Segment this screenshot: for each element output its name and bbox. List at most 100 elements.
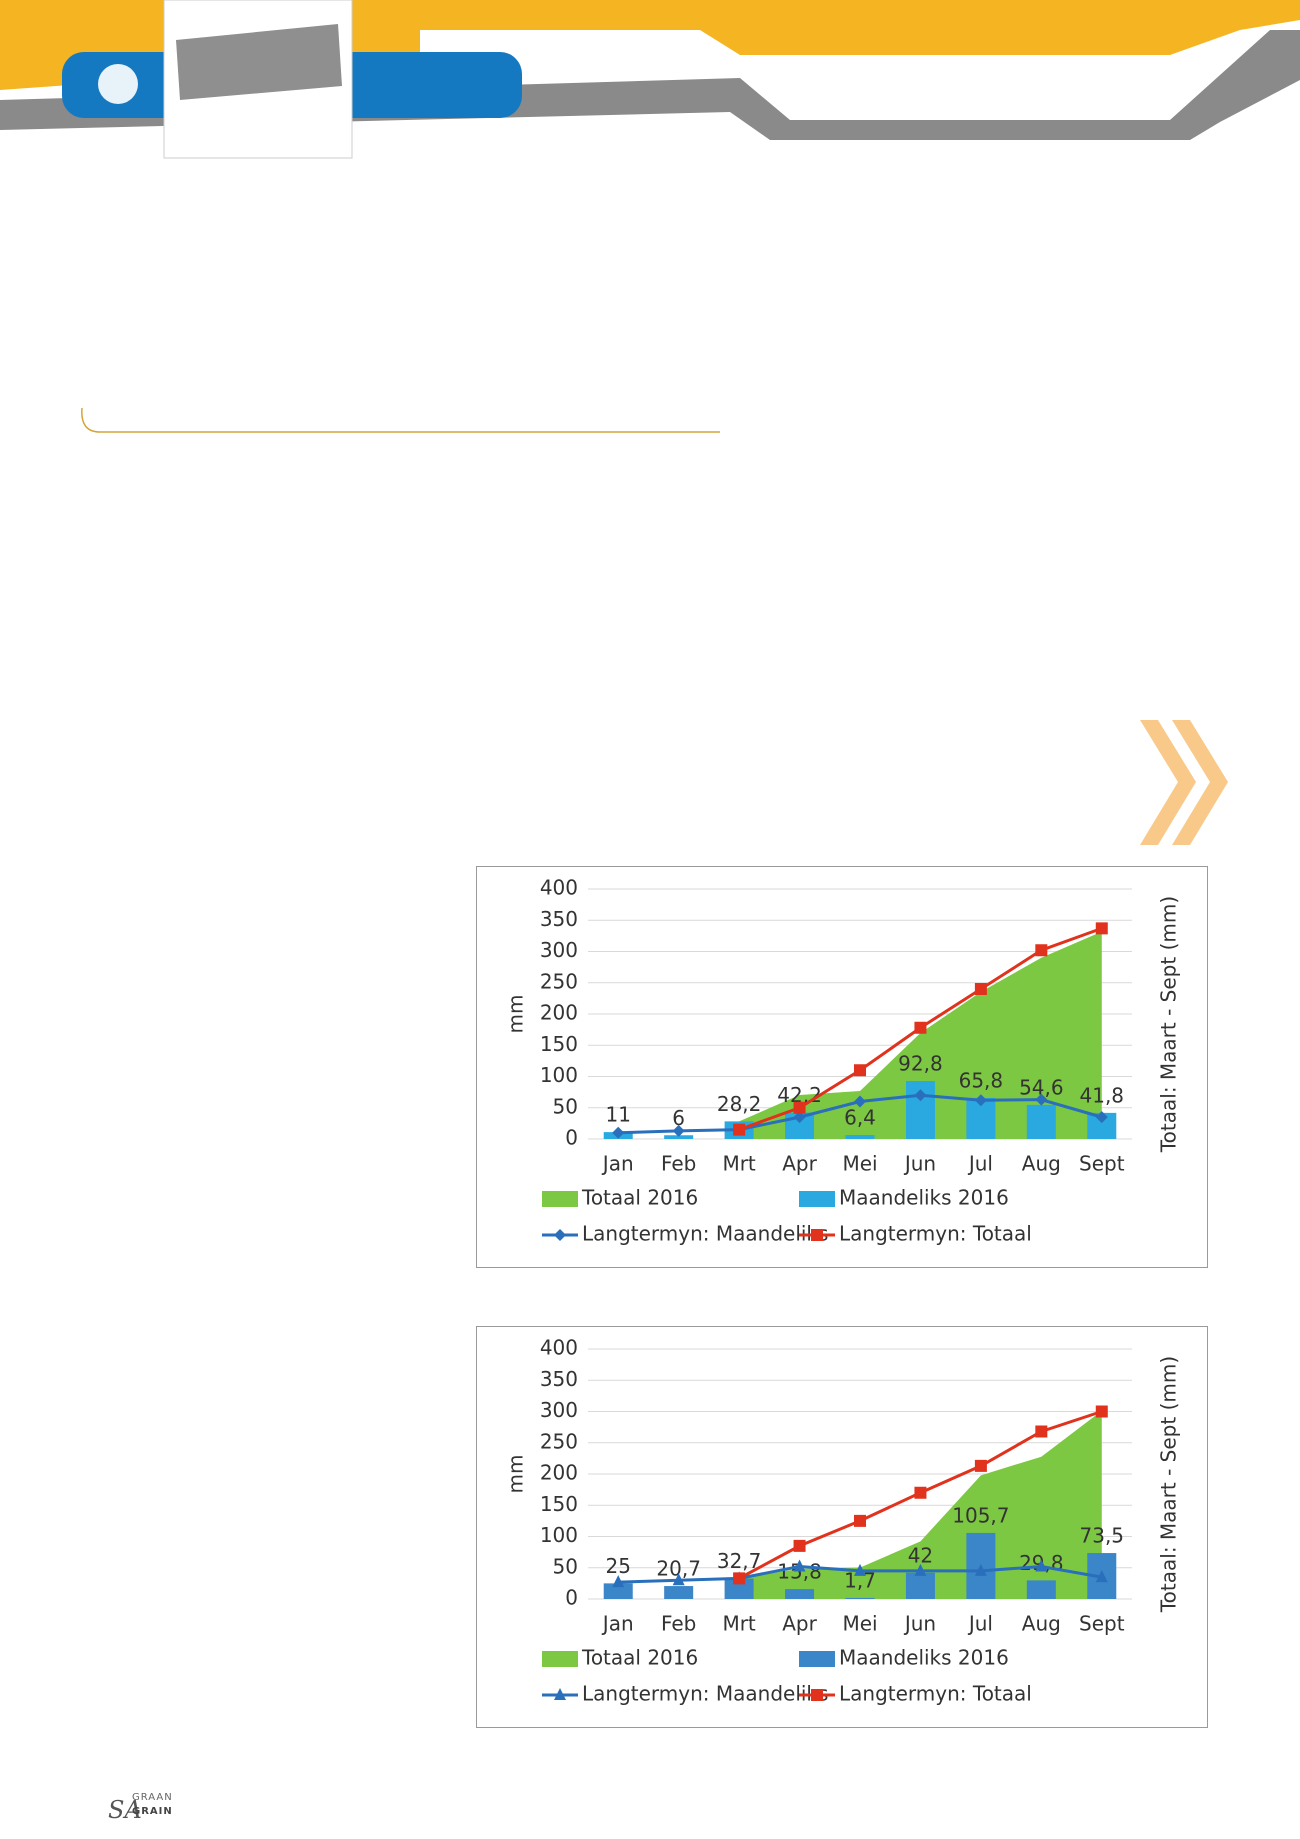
legend-label: Totaal 2016 bbox=[581, 1646, 698, 1670]
y-tick-label: 200 bbox=[540, 1001, 578, 1025]
x-tick-label: Aug bbox=[1022, 1612, 1061, 1636]
bar bbox=[664, 1135, 694, 1139]
legend-swatch bbox=[799, 1191, 835, 1207]
data-label: 11 bbox=[605, 1103, 630, 1127]
marker bbox=[974, 1563, 987, 1576]
chart-panel: 0 50 100 150 200 250 300 350 400 mm Totaal: Maart … bbox=[476, 866, 1208, 1268]
legend-label: Maandeliks 2016 bbox=[839, 1646, 1009, 1670]
data-label: 6,4 bbox=[844, 1106, 876, 1130]
marker bbox=[672, 1124, 685, 1137]
y-tick-label: 50 bbox=[553, 1094, 578, 1118]
data-label: 105,7 bbox=[952, 1503, 1009, 1527]
marker bbox=[1035, 1559, 1048, 1572]
logo bbox=[98, 64, 138, 104]
x-tick-label: Jan bbox=[601, 1152, 634, 1176]
marker bbox=[854, 1064, 866, 1077]
marker bbox=[1035, 1425, 1048, 1438]
legend-marker bbox=[554, 1688, 566, 1700]
bar bbox=[1026, 1104, 1056, 1139]
y-tick-label: 400 bbox=[540, 1336, 578, 1360]
legend-label: Langtermyn: Maandeliks bbox=[582, 1222, 828, 1246]
y-tick-label: 50 bbox=[553, 1554, 578, 1578]
bar bbox=[785, 1589, 815, 1599]
marker bbox=[1095, 1111, 1108, 1124]
data-label: 65,8 bbox=[959, 1068, 1004, 1092]
x-tick-label: Jan bbox=[601, 1612, 634, 1636]
legend-swatch bbox=[799, 1651, 835, 1667]
marker bbox=[1095, 1570, 1108, 1583]
marker bbox=[793, 1111, 806, 1124]
data-label: 25 bbox=[605, 1554, 630, 1578]
legend-marker bbox=[811, 1229, 823, 1241]
marker bbox=[914, 1021, 927, 1034]
chevrons bbox=[1140, 720, 1228, 845]
x-tick-label: Mei bbox=[842, 1152, 877, 1176]
marker bbox=[854, 1563, 866, 1576]
marker bbox=[1035, 1093, 1048, 1106]
marker bbox=[793, 1101, 806, 1114]
marker bbox=[793, 1539, 806, 1552]
chart: 0 50 100 150 200 250 300 350 400 mm Totaal: Maart … bbox=[504, 1336, 1181, 1706]
data-label: 73,5 bbox=[1080, 1524, 1125, 1548]
marker bbox=[914, 1486, 927, 1499]
x-tick-label: Jul bbox=[967, 1612, 993, 1636]
legend-label: Langtermyn: Maandeliks bbox=[582, 1682, 828, 1706]
marker bbox=[974, 983, 987, 995]
marker bbox=[974, 1459, 987, 1472]
marker bbox=[733, 1123, 746, 1136]
page-decoration bbox=[0, 0, 1300, 845]
bar bbox=[845, 1597, 875, 1599]
marker bbox=[612, 1126, 625, 1139]
bar bbox=[1026, 1580, 1056, 1599]
bar bbox=[603, 1583, 633, 1599]
y-tick-label: 100 bbox=[540, 1063, 578, 1087]
footer-logo: SA GRAAN GRAIN bbox=[108, 1790, 188, 1830]
x-tick-label: Sept bbox=[1079, 1612, 1125, 1636]
legend-swatch bbox=[542, 1191, 578, 1207]
legend-marker bbox=[554, 1229, 566, 1241]
marker bbox=[612, 1575, 625, 1588]
bar bbox=[845, 1135, 875, 1139]
y-tick-label: 250 bbox=[540, 969, 578, 993]
y-tick-label: 0 bbox=[565, 1586, 578, 1610]
data-label: 28,2 bbox=[717, 1092, 762, 1116]
marker bbox=[854, 1095, 866, 1108]
marker bbox=[1095, 1405, 1108, 1418]
x-tick-label: Sept bbox=[1079, 1152, 1125, 1176]
y-tick-label: 400 bbox=[540, 876, 578, 900]
bar bbox=[724, 1578, 754, 1599]
data-label: 6 bbox=[672, 1106, 685, 1130]
marker bbox=[914, 1089, 927, 1102]
data-label: 42 bbox=[908, 1543, 933, 1567]
chart: 0 50 100 150 200 250 300 350 400 mm Totaal: Maart … bbox=[504, 876, 1181, 1246]
bar bbox=[664, 1586, 694, 1599]
marker bbox=[1095, 922, 1108, 935]
x-tick-label: Apr bbox=[782, 1612, 817, 1636]
y2-axis-label: Totaal: Maart - Sept (mm) bbox=[1157, 1356, 1181, 1613]
x-tick-label: Mrt bbox=[722, 1152, 755, 1176]
x-tick-label: Mrt bbox=[722, 1612, 755, 1636]
marker bbox=[854, 1514, 866, 1527]
y-tick-label: 300 bbox=[540, 938, 578, 962]
y2-axis-label: Totaal: Maart - Sept (mm) bbox=[1157, 896, 1181, 1153]
marker bbox=[793, 1559, 806, 1572]
y-tick-label: 350 bbox=[540, 1367, 578, 1391]
x-tick-label: Feb bbox=[661, 1152, 696, 1176]
area bbox=[739, 931, 1102, 1139]
area bbox=[739, 1410, 1102, 1599]
legend-label: Langtermyn: Totaal bbox=[839, 1682, 1032, 1706]
legend-label: Langtermyn: Totaal bbox=[839, 1222, 1032, 1246]
x-tick-label: Jun bbox=[903, 1152, 936, 1176]
x-tick-label: Jun bbox=[903, 1612, 936, 1636]
marker bbox=[733, 1572, 746, 1585]
y-axis-label: mm bbox=[504, 995, 528, 1034]
header-grey-stripe bbox=[176, 24, 342, 100]
brand-graan: GRAAN bbox=[132, 1792, 173, 1803]
y-tick-label: 0 bbox=[565, 1126, 578, 1150]
y-tick-label: 150 bbox=[540, 1492, 578, 1516]
chart-panel: 0 50 100 150 200 250 300 350 400 mm Totaal: Maart … bbox=[476, 1326, 1208, 1728]
x-tick-label: Jul bbox=[967, 1152, 993, 1176]
section-rule bbox=[81, 407, 720, 433]
x-tick-label: Aug bbox=[1022, 1152, 1061, 1176]
